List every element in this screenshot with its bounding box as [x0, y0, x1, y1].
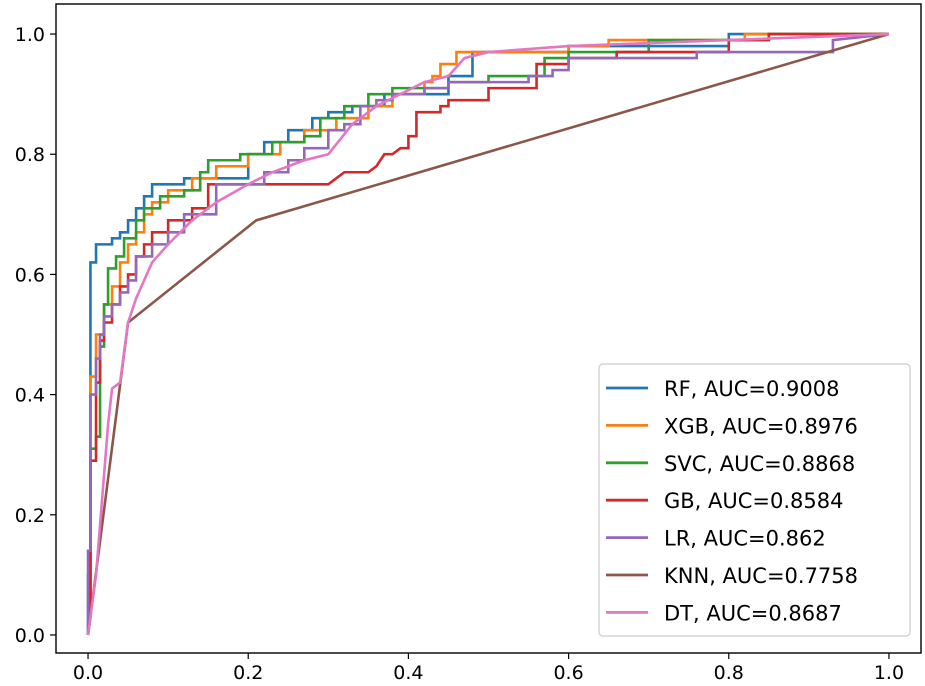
- series-line-3: [86, 32, 889, 636]
- x-tick-label: 0.2: [233, 662, 263, 684]
- y-tick-label: 1.0: [15, 24, 45, 46]
- legend-label-1: XGB, AUC=0.8976: [664, 414, 858, 438]
- y-tick-label: 0.4: [15, 385, 45, 407]
- legend: RF, AUC=0.9008 XGB, AUC=0.8976 SVC, AUC=0.…: [598, 363, 911, 637]
- x-tick-label: 0.8: [714, 662, 744, 684]
- x-tick-label: 0.0: [73, 662, 103, 684]
- series-line-1: [86, 32, 889, 636]
- ticks-layer: 0.0 0.2 0.4 0.6 0.8 1.0 0.0 0.2 0.4 0.6 0.8 1.0: [15, 24, 904, 684]
- x-tick-label: 1.0: [874, 662, 904, 684]
- legend-label-0: RF, AUC=0.9008: [664, 377, 840, 401]
- y-tick-label: 0.6: [15, 264, 45, 286]
- series-line-4: [86, 32, 890, 635]
- y-tick-label: 0.0: [15, 625, 45, 647]
- x-tick-label: 0.4: [393, 662, 423, 684]
- x-tick-label: 0.6: [553, 662, 583, 684]
- y-tick-label: 0.8: [15, 144, 45, 166]
- axes-frame: [55, 3, 922, 654]
- y-tick-label: 0.2: [15, 505, 45, 527]
- legend-label-2: SVC, AUC=0.8868: [664, 452, 855, 476]
- legend-label-5: KNN, AUC=0.7758: [664, 564, 858, 588]
- series-line-6: [86, 32, 890, 636]
- series-line-2: [86, 32, 889, 636]
- legend-label-3: GB, AUC=0.8584: [664, 489, 844, 513]
- legend-label-6: DT, AUC=0.8687: [664, 601, 842, 625]
- legend-label-4: LR, AUC=0.862: [664, 527, 826, 551]
- series-layer: [86, 32, 890, 636]
- series-line-5: [86, 32, 890, 636]
- legend-box: [598, 363, 911, 637]
